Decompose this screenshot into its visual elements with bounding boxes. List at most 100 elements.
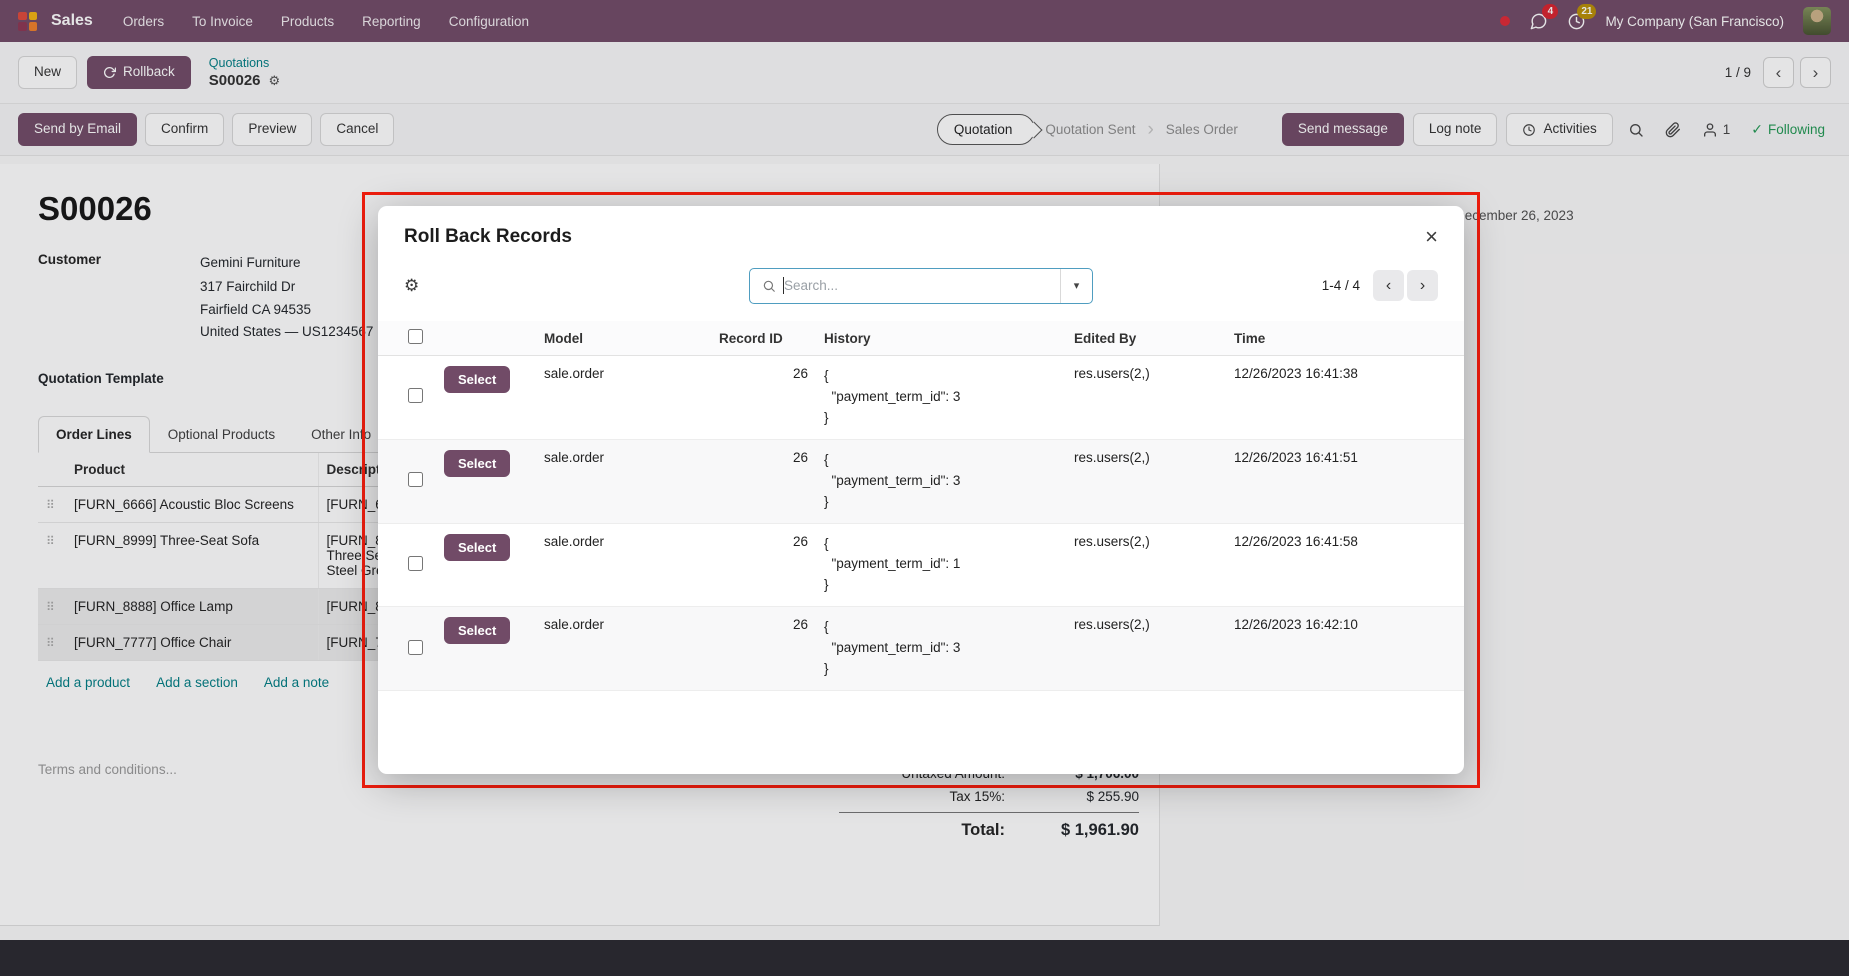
followers-button[interactable]: 1 bbox=[1696, 122, 1737, 138]
row-record-id: 26 bbox=[713, 523, 818, 608]
activities-button[interactable]: Activities bbox=[1506, 113, 1613, 146]
select-button[interactable]: Select bbox=[444, 617, 511, 645]
statusbar: Quotation Quotation Sent › Sales Order bbox=[936, 114, 1248, 145]
rollback-records-table: Model Record ID History Edited By Time S… bbox=[378, 321, 1464, 692]
rollback-row[interactable]: Select sale.order 26 { "payment_term_id"… bbox=[378, 355, 1464, 440]
drag-handle-icon[interactable]: ⠿ bbox=[46, 600, 55, 615]
menu-configuration[interactable]: Configuration bbox=[448, 13, 530, 29]
rollback-row[interactable]: Select sale.order 26 { "payment_term_id"… bbox=[378, 606, 1464, 692]
column-model[interactable]: Model bbox=[538, 321, 713, 356]
app-logo-icon[interactable] bbox=[18, 11, 37, 31]
recording-dot bbox=[1500, 16, 1511, 26]
menu-orders[interactable]: Orders bbox=[122, 13, 165, 29]
drag-handle-icon[interactable]: ⠿ bbox=[46, 534, 55, 549]
chevron-left-icon: ‹ bbox=[1385, 276, 1392, 294]
total-label: Total: bbox=[961, 821, 1005, 840]
customer-name[interactable]: Gemini Furniture bbox=[200, 255, 301, 270]
record-pager: 1 / 9 ‹ › bbox=[1725, 57, 1831, 88]
send-by-email-button[interactable]: Send by Email bbox=[18, 113, 138, 146]
company-switcher[interactable]: My Company (San Francisco) bbox=[1605, 13, 1784, 29]
add-a-note-link[interactable]: Add a note bbox=[263, 675, 330, 691]
row-model: sale.order bbox=[538, 355, 713, 440]
rollback-row[interactable]: Select sale.order 26 { "payment_term_id"… bbox=[378, 523, 1464, 608]
send-message-button[interactable]: Send message bbox=[1281, 113, 1404, 146]
tax-value: $ 255.90 bbox=[1086, 789, 1139, 805]
status-step-sales-order[interactable]: Sales Order bbox=[1165, 122, 1238, 137]
tab-order-lines[interactable]: Order Lines bbox=[38, 416, 150, 454]
messages-button[interactable]: 4 bbox=[1529, 3, 1559, 31]
row-edited-by: res.users(2,) bbox=[1068, 523, 1228, 608]
column-product[interactable]: Product bbox=[66, 453, 319, 488]
search-input[interactable] bbox=[784, 278, 1060, 293]
rollback-row[interactable]: Select sale.order 26 { "payment_term_id"… bbox=[378, 439, 1464, 524]
product-cell[interactable]: [FURN_6666] Acoustic Bloc Screens bbox=[66, 486, 319, 524]
drag-handle-icon[interactable]: ⠿ bbox=[46, 636, 55, 651]
tab-optional-products[interactable]: Optional Products bbox=[167, 427, 276, 443]
column-edited-by[interactable]: Edited By bbox=[1068, 321, 1228, 356]
terms-placeholder[interactable]: Terms and conditions... bbox=[38, 762, 177, 778]
menu-products[interactable]: Products bbox=[280, 13, 335, 29]
close-icon[interactable]: × bbox=[1425, 224, 1438, 249]
search-messages-button[interactable] bbox=[1622, 122, 1650, 138]
add-a-section-link[interactable]: Add a section bbox=[156, 675, 238, 691]
chevron-right-icon: › bbox=[1812, 62, 1819, 82]
refresh-icon bbox=[104, 66, 117, 78]
clock-icon bbox=[1569, 13, 1585, 29]
modal-footer bbox=[378, 691, 1464, 774]
app-name[interactable]: Sales bbox=[51, 12, 93, 29]
row-checkbox[interactable] bbox=[408, 472, 423, 488]
form-header: Send by Email Confirm Preview Cancel Quo… bbox=[0, 104, 1849, 156]
product-cell[interactable]: [FURN_8999] Three-Seat Sofa bbox=[66, 522, 319, 590]
gear-icon[interactable]: ⚙ bbox=[404, 275, 420, 295]
menu-reporting[interactable]: Reporting bbox=[362, 13, 421, 29]
cancel-button[interactable]: Cancel bbox=[320, 113, 395, 146]
menu-to-invoice[interactable]: To Invoice bbox=[192, 13, 253, 29]
status-step-quotation[interactable]: Quotation bbox=[936, 114, 1036, 145]
product-cell[interactable]: [FURN_7777] Office Chair bbox=[66, 624, 319, 662]
add-a-product-link[interactable]: Add a product bbox=[46, 675, 131, 691]
order-line-actions: Add a product Add a section Add a note bbox=[38, 661, 1139, 704]
pager-previous-button[interactable]: ‹ bbox=[1763, 57, 1794, 88]
row-checkbox[interactable] bbox=[408, 639, 423, 655]
activities-systray-button[interactable]: 21 bbox=[1567, 3, 1597, 31]
breadcrumb-quotations[interactable]: Quotations bbox=[208, 56, 270, 70]
row-checkbox[interactable] bbox=[408, 388, 423, 404]
paperclip-icon bbox=[1665, 121, 1680, 137]
select-button[interactable]: Select bbox=[444, 533, 511, 561]
tax-label: Tax 15%: bbox=[949, 789, 1005, 805]
attachments-button[interactable] bbox=[1659, 121, 1687, 138]
column-record-id[interactable]: Record ID bbox=[713, 321, 818, 356]
log-note-button[interactable]: Log note bbox=[1412, 113, 1498, 146]
status-step-quotation-sent[interactable]: Quotation Sent bbox=[1045, 122, 1136, 137]
column-handle bbox=[38, 453, 66, 488]
search-box: ▾ bbox=[749, 267, 1093, 304]
row-time: 12/26/2023 16:41:51 bbox=[1228, 439, 1464, 524]
modal-pager-previous-button[interactable]: ‹ bbox=[1373, 270, 1404, 301]
drag-handle-icon[interactable]: ⠿ bbox=[46, 498, 55, 513]
select-all-checkbox[interactable] bbox=[408, 329, 423, 344]
action-gear-icon[interactable]: ⚙ bbox=[268, 72, 281, 88]
check-icon: ✓ bbox=[1751, 121, 1763, 137]
rollback-button[interactable]: Rollback bbox=[87, 56, 191, 89]
row-time: 12/26/2023 16:41:58 bbox=[1228, 523, 1464, 608]
select-button[interactable]: Select bbox=[444, 366, 511, 393]
preview-button[interactable]: Preview bbox=[232, 113, 313, 146]
product-cell[interactable]: [FURN_8888] Office Lamp bbox=[66, 588, 319, 626]
row-checkbox[interactable] bbox=[408, 555, 423, 571]
row-record-id: 26 bbox=[713, 606, 818, 692]
new-button[interactable]: New bbox=[18, 56, 78, 89]
column-history[interactable]: History bbox=[818, 321, 1068, 356]
row-history: { "payment_term_id": 1 } bbox=[824, 535, 961, 593]
confirm-button[interactable]: Confirm bbox=[145, 113, 225, 146]
search-dropdown-toggle[interactable]: ▾ bbox=[1060, 268, 1092, 303]
tab-other-info[interactable]: Other Info bbox=[311, 427, 372, 443]
caret-down-icon: ▾ bbox=[1073, 280, 1080, 292]
search-icon bbox=[762, 279, 776, 293]
avatar[interactable] bbox=[1803, 7, 1831, 35]
pager-next-button[interactable]: › bbox=[1800, 57, 1831, 88]
modal-pager-next-button[interactable]: › bbox=[1407, 270, 1438, 301]
following-button[interactable]: ✓ Following bbox=[1745, 121, 1831, 138]
customer-field[interactable]: Gemini Furniture 317 Fairchild Dr Fairfi… bbox=[200, 252, 373, 343]
column-time[interactable]: Time bbox=[1228, 321, 1464, 356]
select-button[interactable]: Select bbox=[444, 449, 511, 477]
